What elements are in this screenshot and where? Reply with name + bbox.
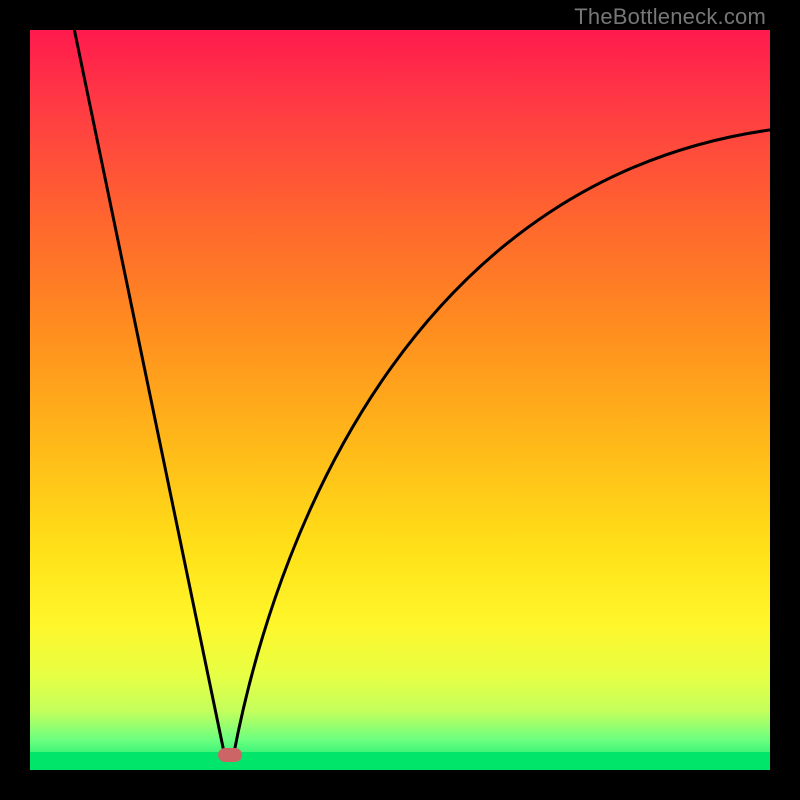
curve-layer [30,30,770,770]
chart-frame: TheBottleneck.com [0,0,800,800]
plot-area [30,30,770,770]
watermark-text: TheBottleneck.com [574,4,766,30]
min-point-marker [218,748,242,762]
v-curve-path [74,30,770,755]
